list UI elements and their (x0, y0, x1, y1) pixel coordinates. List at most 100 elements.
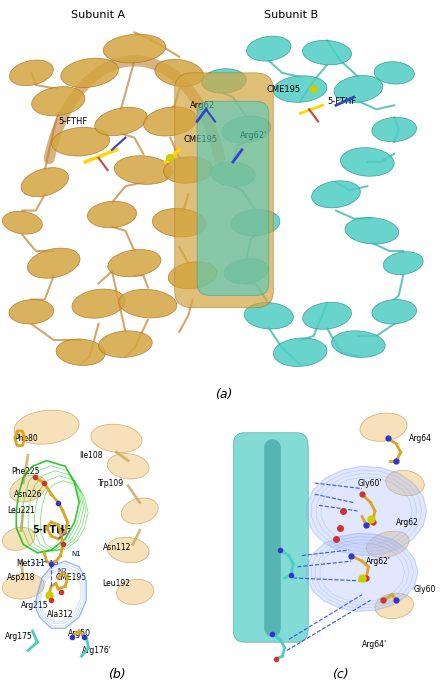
Ellipse shape (87, 201, 137, 228)
Text: Arg215: Arg215 (21, 602, 48, 610)
Ellipse shape (32, 87, 85, 116)
Ellipse shape (164, 157, 213, 184)
Text: Subunit B: Subunit B (264, 10, 318, 20)
Ellipse shape (155, 59, 203, 87)
Ellipse shape (334, 75, 383, 103)
Ellipse shape (273, 76, 327, 103)
Text: Arg62': Arg62' (366, 557, 391, 565)
Polygon shape (307, 533, 418, 611)
Ellipse shape (14, 410, 79, 444)
Ellipse shape (61, 58, 118, 87)
Ellipse shape (366, 531, 409, 558)
Ellipse shape (52, 128, 110, 156)
Circle shape (167, 155, 174, 161)
Ellipse shape (302, 40, 352, 65)
Ellipse shape (95, 107, 147, 135)
Ellipse shape (108, 249, 161, 277)
Text: Phe225: Phe225 (12, 468, 40, 476)
Text: Leu221: Leu221 (7, 507, 35, 515)
Ellipse shape (56, 339, 105, 366)
Ellipse shape (119, 290, 177, 318)
FancyBboxPatch shape (197, 101, 269, 295)
Text: Leu192: Leu192 (103, 579, 130, 588)
Ellipse shape (383, 252, 423, 274)
Ellipse shape (303, 302, 351, 329)
FancyBboxPatch shape (233, 433, 308, 642)
Ellipse shape (121, 498, 158, 524)
Ellipse shape (152, 209, 206, 237)
Text: 5-FTHF: 5-FTHF (327, 97, 356, 105)
Circle shape (310, 86, 317, 92)
Text: Arg62: Arg62 (190, 101, 215, 110)
Ellipse shape (202, 68, 246, 94)
Text: N3: N3 (49, 560, 59, 565)
Ellipse shape (374, 61, 414, 84)
Polygon shape (307, 466, 426, 556)
Text: Arg64: Arg64 (409, 434, 432, 443)
Text: Met311: Met311 (16, 560, 45, 568)
Ellipse shape (27, 248, 80, 279)
Text: (b): (b) (108, 668, 125, 681)
Text: Gly60: Gly60 (414, 585, 436, 593)
Ellipse shape (222, 116, 271, 143)
Text: Arg175': Arg175' (4, 632, 34, 641)
Ellipse shape (332, 331, 385, 357)
Ellipse shape (21, 168, 69, 197)
Ellipse shape (91, 424, 142, 452)
Ellipse shape (2, 574, 44, 599)
Text: Arg62: Arg62 (396, 518, 419, 526)
Ellipse shape (211, 162, 255, 186)
Ellipse shape (99, 331, 152, 357)
Text: Arg176': Arg176' (82, 646, 112, 655)
Text: Arg62': Arg62' (240, 131, 267, 140)
Text: 5-FTHF: 5-FTHF (58, 117, 87, 126)
Ellipse shape (144, 107, 197, 136)
FancyBboxPatch shape (175, 73, 273, 308)
Text: CME195: CME195 (56, 574, 87, 582)
Ellipse shape (107, 537, 149, 563)
Ellipse shape (103, 34, 166, 63)
Ellipse shape (340, 148, 394, 176)
Ellipse shape (386, 470, 424, 496)
Text: Phe80: Phe80 (14, 434, 38, 443)
Ellipse shape (9, 299, 54, 324)
Text: 5-FTHF: 5-FTHF (33, 526, 72, 535)
Ellipse shape (246, 36, 291, 61)
Ellipse shape (244, 302, 293, 329)
Ellipse shape (3, 528, 35, 550)
Ellipse shape (116, 579, 154, 604)
Ellipse shape (372, 117, 417, 142)
Ellipse shape (375, 593, 414, 618)
Text: Gly60': Gly60' (358, 479, 382, 487)
Ellipse shape (107, 454, 149, 479)
Text: Arg64': Arg64' (362, 641, 387, 649)
Text: Trp109: Trp109 (98, 479, 124, 487)
Text: Asn226: Asn226 (14, 490, 43, 498)
Text: Arg50: Arg50 (68, 630, 90, 638)
Ellipse shape (10, 475, 46, 502)
Ellipse shape (231, 209, 280, 236)
Text: Subunit A: Subunit A (72, 10, 125, 20)
Text: Ile108: Ile108 (79, 451, 103, 459)
Text: N5: N5 (57, 529, 67, 535)
Text: Asp218: Asp218 (7, 574, 35, 582)
Ellipse shape (114, 156, 172, 184)
Text: (a): (a) (215, 388, 233, 401)
Ellipse shape (9, 60, 53, 86)
Text: CME195: CME195 (184, 135, 218, 144)
Text: (c): (c) (332, 668, 349, 681)
Ellipse shape (312, 181, 360, 208)
Text: Asn112: Asn112 (103, 543, 131, 551)
Ellipse shape (2, 211, 43, 234)
Ellipse shape (72, 289, 125, 318)
Ellipse shape (345, 218, 399, 244)
Ellipse shape (224, 259, 269, 283)
Text: N2: N2 (57, 568, 67, 574)
Ellipse shape (273, 338, 327, 366)
Text: Ala312: Ala312 (47, 610, 73, 618)
Text: N1: N1 (71, 551, 81, 557)
Ellipse shape (372, 299, 417, 324)
Ellipse shape (168, 262, 217, 289)
Ellipse shape (360, 413, 407, 441)
Text: CME195: CME195 (267, 84, 301, 94)
